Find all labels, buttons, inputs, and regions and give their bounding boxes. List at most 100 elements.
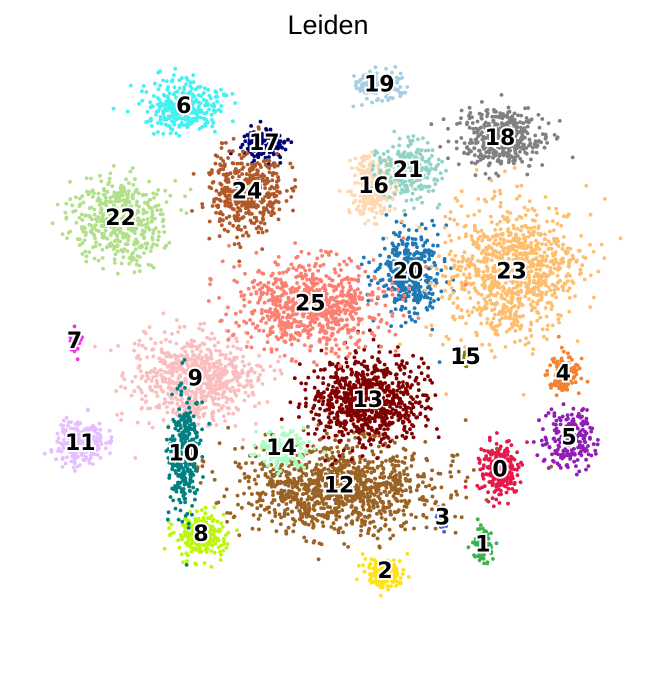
cluster-12-point [395, 454, 399, 459]
cluster-12-point [424, 525, 429, 530]
cluster-5-point [586, 452, 591, 457]
cluster-8-point [224, 546, 229, 550]
cluster-6-point [164, 99, 169, 104]
cluster-0-point [495, 449, 500, 454]
cluster-12-point [375, 536, 380, 541]
cluster-3-point [441, 517, 445, 522]
cluster-9-point [145, 355, 150, 360]
cluster-4-point [556, 370, 561, 375]
cluster-12-point [392, 517, 397, 521]
cluster-12-point [258, 462, 263, 466]
cluster-9-point [143, 331, 148, 336]
cluster-6-point [151, 104, 155, 109]
cluster-9-point [151, 354, 156, 359]
cluster-12-point [360, 518, 364, 522]
cluster-2-point [374, 565, 378, 569]
cluster-12-point [270, 479, 275, 483]
cluster-4-point [585, 379, 590, 384]
cluster-9-point [165, 405, 169, 409]
cluster-12-point [367, 460, 372, 465]
cluster-0-point [505, 464, 509, 468]
cluster-11-point [91, 462, 95, 466]
cluster-9-point [242, 398, 247, 403]
cluster-0-point [495, 431, 499, 435]
cluster-2-point [361, 563, 365, 567]
cluster-9-point [153, 384, 158, 389]
cluster-0-point [512, 490, 517, 494]
cluster-10-point [191, 485, 196, 490]
cluster-5-point [586, 464, 591, 468]
cluster-12-point [375, 488, 380, 493]
cluster-4-point [573, 369, 578, 373]
cluster-12-point [407, 499, 412, 503]
cluster-0-point [525, 440, 529, 444]
cluster-9-point [279, 371, 284, 376]
cluster-12-point [276, 503, 281, 507]
cluster-9-point [240, 359, 245, 364]
cluster-10-point [167, 476, 172, 480]
cluster-12-point [369, 470, 374, 475]
cluster-13-point [411, 353, 415, 358]
cluster-12-point [317, 512, 322, 517]
cluster-4-point [572, 365, 577, 370]
cluster-10-point [187, 484, 192, 489]
cluster-12-point [377, 545, 382, 550]
cluster-9-point [257, 401, 261, 406]
cluster-12-point [412, 526, 416, 531]
cluster-12-point [250, 492, 254, 496]
cluster-12-point [284, 529, 288, 533]
cluster-12-point [341, 459, 346, 464]
cluster-8-point [221, 548, 226, 553]
cluster-2-point [397, 580, 402, 585]
cluster-12-point [344, 515, 349, 520]
cluster-13-point [333, 380, 338, 385]
cluster-14-point [307, 440, 312, 444]
cluster-2-point [397, 559, 402, 564]
cluster-9-point [165, 410, 170, 415]
cluster-0-point [510, 474, 515, 478]
cluster-9-point [178, 374, 183, 379]
cluster-9-point [195, 407, 200, 412]
cluster-9-point [210, 331, 215, 336]
cluster-3-point [442, 529, 446, 534]
cluster-13-point [328, 425, 333, 430]
cluster-1-point [491, 557, 495, 561]
cluster-2-point [394, 571, 399, 576]
cluster-9-point [139, 406, 144, 411]
cluster-13-point [361, 422, 366, 427]
cluster-8-point [184, 541, 188, 545]
cluster-6-point [163, 122, 168, 127]
cluster-10-point [192, 428, 197, 433]
cluster-12-point [247, 475, 252, 480]
cluster-13-point [288, 400, 293, 405]
cluster-8-point [209, 549, 214, 553]
cluster-9-point [184, 392, 189, 396]
cluster-10-point [179, 389, 184, 394]
cluster-12-point [377, 496, 382, 501]
cluster-12-point [319, 506, 324, 510]
cluster-13-point [335, 375, 340, 380]
cluster-10-point [183, 514, 188, 518]
cluster-5-point [594, 452, 598, 456]
cluster-16-point [356, 204, 361, 208]
cluster-12-point [345, 458, 350, 463]
cluster-9-point [164, 337, 168, 342]
cluster-9-point [182, 324, 187, 329]
cluster-12-point [233, 460, 238, 465]
cluster-8-point [208, 530, 213, 535]
cluster-12-point [450, 453, 455, 458]
cluster-5-point [571, 406, 576, 411]
cluster-10-point [185, 435, 190, 440]
cluster-13-point [370, 371, 374, 376]
cluster-13-point [404, 412, 408, 416]
cluster-8-point [162, 546, 167, 551]
cluster-9-point [245, 373, 250, 378]
cluster-2-point [390, 580, 395, 584]
cluster-4-point [579, 376, 584, 381]
cluster-12-point [349, 505, 354, 509]
cluster-0-point [492, 490, 497, 494]
cluster-12-point [371, 533, 376, 538]
cluster-9-point [178, 398, 183, 403]
cluster-9-point [197, 415, 201, 419]
cluster-12-point [376, 529, 381, 533]
